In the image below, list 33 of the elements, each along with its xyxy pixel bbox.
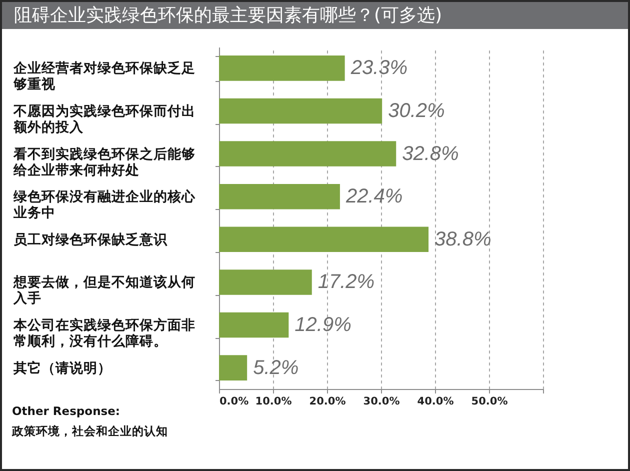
text: Other Response: xyxy=(12,404,120,418)
data-label: 12.9% xyxy=(294,314,352,336)
x-tick-label: 40.0% xyxy=(417,396,454,408)
y-tick-label: 看不到实践绿色环保之后能够给企业带来何种好处 xyxy=(12,145,196,178)
y-tick-label: 其它（请说明） xyxy=(12,359,112,376)
bar xyxy=(219,226,429,252)
x-tick-label: 50.0% xyxy=(471,396,508,408)
data-label: 38.8% xyxy=(434,228,492,250)
data-label: 17.2% xyxy=(318,271,375,294)
data-label: 32.8% xyxy=(402,142,459,165)
bar xyxy=(219,355,248,380)
data-label: 30.2% xyxy=(388,100,445,122)
text: 政策环境，社会和企业的认知 xyxy=(11,424,168,438)
data-label: 22.4% xyxy=(344,186,403,208)
bar xyxy=(219,184,340,210)
y-tick-label: 想要去做，但是不知道该从何入手 xyxy=(12,274,196,307)
bar xyxy=(219,141,396,166)
bar xyxy=(219,98,382,124)
y-tick-label: 本公司在实践绿色环保方面非常顺利，没有什么障碍。 xyxy=(12,316,196,350)
y-tick-label: 绿色环保没有融进企业的核心业务中 xyxy=(12,188,196,222)
data-label: 5.2% xyxy=(253,356,299,379)
x-tick-label: 0.0% xyxy=(220,396,250,408)
x-tick-label: 30.0% xyxy=(363,396,400,408)
data-label: 23.3% xyxy=(350,57,408,80)
bar xyxy=(219,312,289,338)
x-tick-label: 20.0% xyxy=(309,396,346,408)
y-tick-label: 不愿因为实践绿色环保而付出额外的投入 xyxy=(12,102,196,136)
y-tick-label: 员工对绿色环保缺乏意识 xyxy=(14,230,168,248)
bar xyxy=(219,56,345,81)
chart-title: 阻碍企业实践绿色环保的最主要因素有哪些？(可多选) xyxy=(14,5,442,26)
y-tick-label: 企业经营者对绿色环保缺乏足够重视 xyxy=(12,60,196,93)
bar xyxy=(219,270,312,295)
x-tick-label: 10.0% xyxy=(255,396,292,408)
